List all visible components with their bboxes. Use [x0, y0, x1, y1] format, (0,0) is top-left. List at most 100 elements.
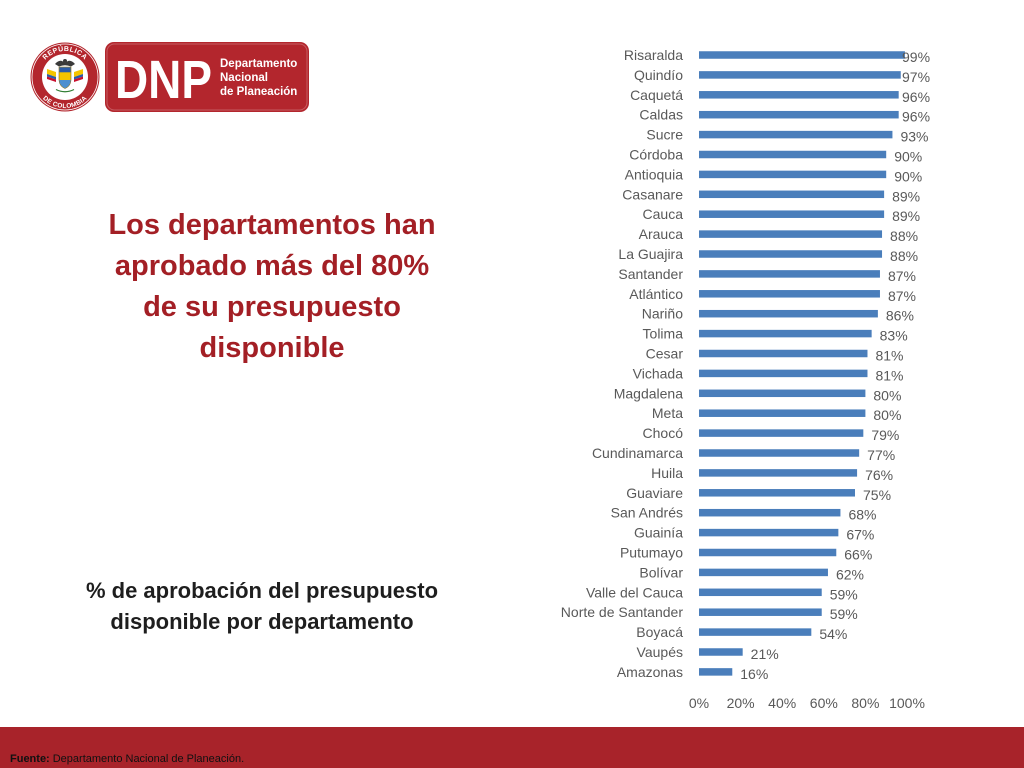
category-label-cundinamarca: Cundinamarca — [592, 445, 683, 461]
bar-guainia — [699, 528, 839, 537]
bar-narino — [699, 309, 878, 318]
bar-risaralda — [699, 51, 905, 59]
x-tick-label-0: 0% — [689, 695, 709, 711]
bar-cordoba — [699, 150, 887, 159]
category-label-cesar: Cesar — [646, 346, 684, 362]
footer-band: Fuente: Departamento Nacional de Planeaci… — [0, 727, 1024, 768]
x-tick-label-100: 100% — [889, 695, 925, 711]
value-label-sucre: 93% — [900, 129, 928, 145]
bar-la-guajira — [699, 250, 883, 258]
value-label-meta: 80% — [873, 407, 901, 423]
x-tick-label-60: 60% — [810, 695, 838, 711]
dnp-name-line: de Planeación — [220, 86, 297, 98]
category-label-valle-del-cauca: Valle del Cauca — [586, 584, 683, 600]
value-label-magdalena: 80% — [873, 387, 901, 403]
bar-cauca — [699, 210, 885, 218]
category-label-bolivar: Bolívar — [639, 564, 683, 580]
bar-putumayo — [699, 548, 837, 557]
bar-chart: Risaralda 99% Quindío 97% Caquetá 96% Caldas 96… — [561, 47, 930, 711]
category-label-norte-de-santander: Norte de Santander — [561, 604, 684, 620]
value-label-bolivar: 62% — [836, 566, 864, 582]
value-label-cesar: 81% — [875, 348, 903, 364]
source-label: Fuente: — [10, 753, 50, 765]
dnp-acronym: DNP — [115, 50, 212, 110]
chart-title: % de aprobación del presupuesto disponib… — [85, 578, 439, 634]
category-label-amazonas: Amazonas — [617, 664, 683, 680]
dnp-logo: DNP Departamento Nacional de Planeación — [105, 42, 309, 112]
value-label-norte-de-santander: 59% — [830, 606, 858, 622]
category-label-quindio: Quindío — [634, 67, 683, 83]
bar-caqueta — [699, 91, 899, 99]
dnp-logo-background — [105, 42, 309, 112]
value-label-caqueta: 96% — [902, 89, 930, 105]
bar-sucre — [699, 130, 893, 139]
bar-magdalena — [699, 389, 866, 398]
value-label-la-guajira: 88% — [890, 248, 918, 264]
value-label-cordoba: 90% — [894, 149, 922, 165]
bar-huila — [699, 469, 858, 477]
headline-line: de su presupuesto — [143, 291, 401, 323]
value-label-risaralda: 99% — [902, 49, 930, 65]
value-label-narino: 86% — [886, 308, 914, 324]
bar-meta — [699, 409, 866, 417]
x-tick-label-20: 20% — [727, 695, 755, 711]
bar-vichada — [699, 369, 868, 378]
bar-amazonas — [699, 668, 733, 676]
bar-guaviare — [699, 489, 855, 497]
value-label-huila: 76% — [865, 467, 893, 483]
category-label-guainia: Guainía — [634, 525, 683, 541]
category-label-casanare: Casanare — [622, 186, 683, 202]
category-label-narino: Nariño — [642, 306, 683, 322]
value-label-atlantico: 87% — [888, 288, 916, 304]
dnp-name-line: Nacional — [220, 72, 268, 84]
category-label-putumayo: Putumayo — [620, 545, 683, 561]
bar-cesar — [699, 349, 868, 358]
bar-caldas — [699, 110, 899, 119]
category-label-vichada: Vichada — [633, 365, 684, 381]
value-label-valle-del-cauca: 59% — [830, 586, 858, 602]
category-label-antioquia: Antioquia — [625, 166, 684, 182]
source-note: Fuente: Departamento Nacional de Planeaci… — [10, 753, 244, 766]
bar-quindio — [699, 71, 901, 79]
headline-line: Los departamentos han — [108, 209, 436, 241]
value-label-casanare: 89% — [892, 188, 920, 204]
value-label-guaviare: 75% — [863, 487, 891, 503]
category-label-santander: Santander — [618, 266, 683, 282]
bar-arauca — [699, 230, 883, 238]
category-label-caldas: Caldas — [639, 107, 683, 123]
coat-of-arms-icon — [47, 59, 83, 93]
category-label-la-guajira: La Guajira — [618, 246, 683, 262]
source-text: Departamento Nacional de Planeación. — [52, 753, 245, 765]
bar-cundinamarca — [699, 449, 860, 457]
category-label-cauca: Cauca — [643, 206, 684, 222]
value-label-boyaca: 54% — [819, 626, 847, 642]
bar-norte-de-santander — [699, 608, 822, 616]
headline-line: disponible — [199, 332, 345, 364]
category-label-huila: Huila — [651, 465, 683, 481]
value-label-putumayo: 66% — [844, 547, 872, 563]
x-tick-label-80: 80% — [851, 695, 879, 711]
value-label-antioquia: 90% — [894, 168, 922, 184]
dnp-name-line: Departamento — [220, 58, 297, 70]
category-label-vaupes: Vaupés — [637, 644, 683, 660]
category-label-caqueta: Caquetá — [630, 87, 683, 103]
category-label-guaviare: Guaviare — [626, 485, 683, 501]
category-label-atlantico: Atlántico — [629, 286, 683, 302]
bar-tolima — [699, 329, 872, 338]
bar-vaupes — [699, 648, 743, 656]
value-label-san-andres: 68% — [848, 507, 876, 523]
value-label-amazonas: 16% — [740, 666, 768, 682]
headline-line: aprobado más del 80% — [114, 250, 430, 282]
value-label-vaupes: 21% — [751, 646, 779, 662]
value-label-santander: 87% — [888, 268, 916, 284]
category-label-cordoba: Córdoba — [629, 147, 683, 163]
value-label-caldas: 96% — [902, 109, 930, 125]
bar-casanare — [699, 190, 885, 199]
bar-san-andres — [699, 508, 841, 517]
bar-valle-del-cauca — [699, 588, 822, 597]
bar-atlantico — [699, 290, 880, 298]
category-label-san-andres: San Andrés — [611, 505, 683, 521]
category-label-choco: Chocó — [643, 425, 684, 441]
x-tick-label-40: 40% — [768, 695, 796, 711]
bar-antioquia — [699, 170, 887, 179]
